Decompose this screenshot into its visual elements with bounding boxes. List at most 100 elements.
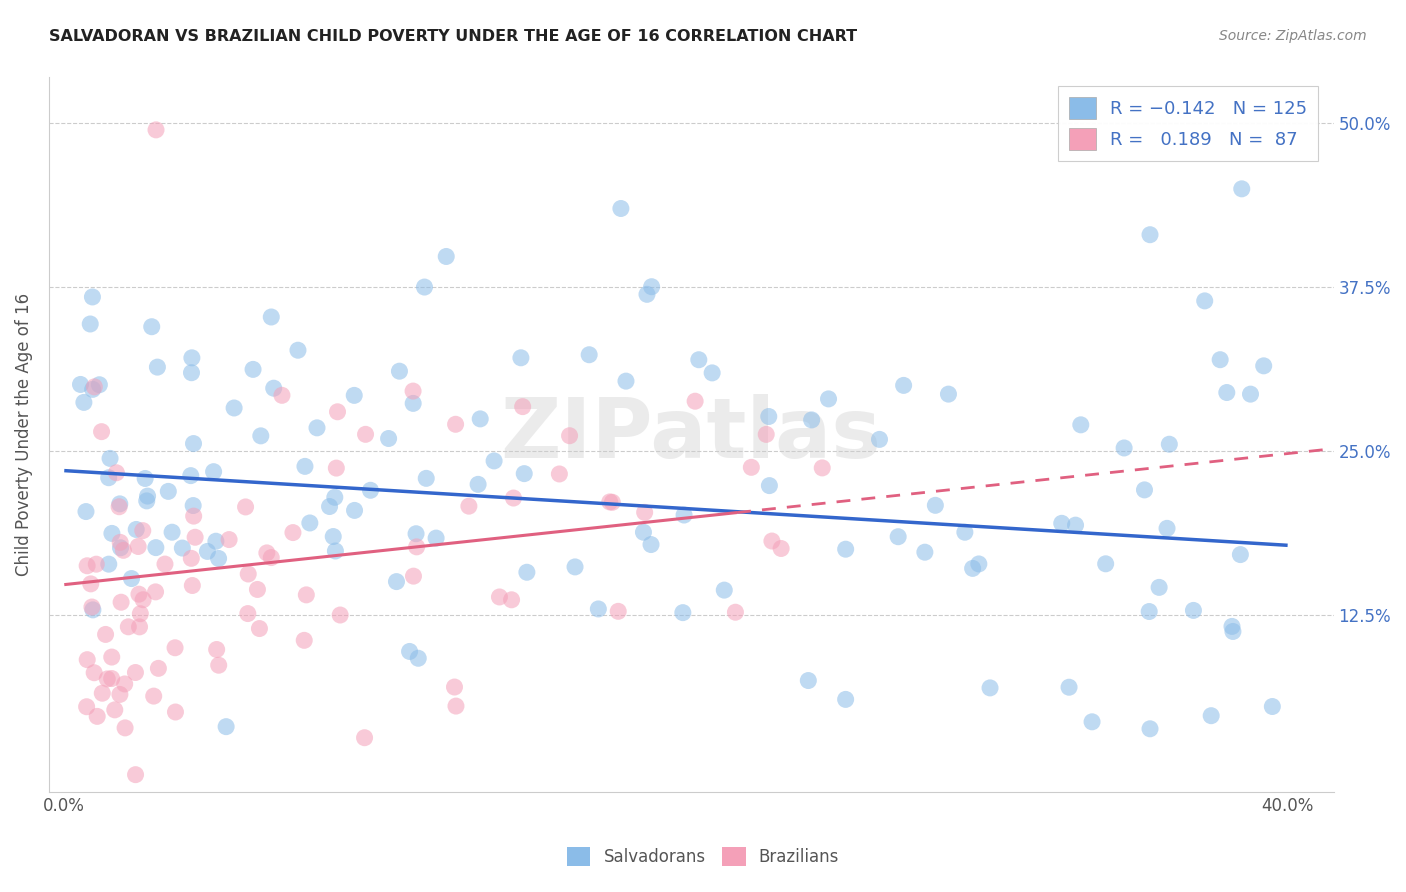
Point <box>1070 417 1092 432</box>
Point <box>105 466 128 480</box>
Point <box>1229 548 1251 562</box>
Point <box>501 592 523 607</box>
Point <box>953 525 976 540</box>
Point <box>197 544 219 558</box>
Point <box>444 417 467 432</box>
Point <box>325 544 347 558</box>
Point <box>238 566 260 581</box>
Point <box>145 585 167 599</box>
Point <box>69 377 91 392</box>
Point <box>1199 708 1222 723</box>
Point <box>724 605 747 619</box>
Point <box>434 250 457 264</box>
Point <box>893 378 915 392</box>
Point <box>157 484 180 499</box>
Point <box>633 525 655 540</box>
Point <box>86 709 108 723</box>
Point <box>402 384 425 398</box>
Point <box>740 460 762 475</box>
Point <box>962 561 984 575</box>
Point <box>470 412 492 426</box>
Point <box>136 489 159 503</box>
Point <box>683 394 706 409</box>
Point <box>94 627 117 641</box>
Point <box>640 537 662 551</box>
Point <box>218 533 240 547</box>
Point <box>75 504 97 518</box>
Point <box>1216 385 1239 400</box>
Point <box>1209 352 1232 367</box>
Point <box>73 395 96 409</box>
Point <box>1139 722 1161 736</box>
Point <box>183 436 205 450</box>
Point <box>360 483 382 498</box>
Point <box>165 705 187 719</box>
Point <box>1156 521 1178 535</box>
Point <box>800 413 823 427</box>
Point <box>564 560 586 574</box>
Point <box>97 471 120 485</box>
Point <box>1222 624 1244 639</box>
Point <box>482 454 505 468</box>
Point <box>797 673 820 688</box>
Point <box>343 503 366 517</box>
Point <box>224 401 246 415</box>
Point <box>402 396 425 410</box>
Point <box>236 607 259 621</box>
Point <box>502 491 524 505</box>
Text: ZIPatlas: ZIPatlas <box>501 394 882 475</box>
Point <box>148 661 170 675</box>
Point <box>181 578 204 592</box>
Point <box>354 427 377 442</box>
Point <box>90 425 112 439</box>
Point <box>588 602 610 616</box>
Point <box>406 651 429 665</box>
Point <box>125 523 148 537</box>
Point <box>614 374 637 388</box>
Point <box>817 392 839 406</box>
Point <box>322 529 344 543</box>
Point <box>343 388 366 402</box>
Point <box>83 665 105 680</box>
Point <box>256 546 278 560</box>
Point <box>80 577 103 591</box>
Point <box>104 703 127 717</box>
Legend: Salvadorans, Brazilians: Salvadorans, Brazilians <box>560 840 846 873</box>
Point <box>110 595 132 609</box>
Point <box>1057 680 1080 694</box>
Point <box>82 290 104 304</box>
Point <box>509 351 531 365</box>
Point <box>938 387 960 401</box>
Point <box>444 699 467 714</box>
Point <box>770 541 793 556</box>
Point <box>640 279 662 293</box>
Point <box>132 524 155 538</box>
Point <box>673 508 696 522</box>
Point <box>76 653 98 667</box>
Point <box>713 583 735 598</box>
Point <box>512 400 534 414</box>
Point <box>98 451 121 466</box>
Point <box>100 672 122 686</box>
Point <box>548 467 571 481</box>
Text: SALVADORAN VS BRAZILIAN CHILD POVERTY UNDER THE AGE OF 16 CORRELATION CHART: SALVADORAN VS BRAZILIAN CHILD POVERTY UN… <box>49 29 858 44</box>
Point <box>108 535 131 549</box>
Point <box>215 720 238 734</box>
Point <box>100 650 122 665</box>
Point <box>91 686 114 700</box>
Point <box>413 280 436 294</box>
Point <box>758 409 780 424</box>
Point <box>599 495 621 509</box>
Point <box>298 516 321 530</box>
Point <box>1230 182 1253 196</box>
Point <box>467 477 489 491</box>
Point <box>457 499 479 513</box>
Point <box>1137 605 1160 619</box>
Point <box>145 541 167 555</box>
Point <box>607 604 630 618</box>
Point <box>834 692 856 706</box>
Point <box>1064 518 1087 533</box>
Point <box>281 525 304 540</box>
Point <box>869 433 891 447</box>
Point <box>246 582 269 597</box>
